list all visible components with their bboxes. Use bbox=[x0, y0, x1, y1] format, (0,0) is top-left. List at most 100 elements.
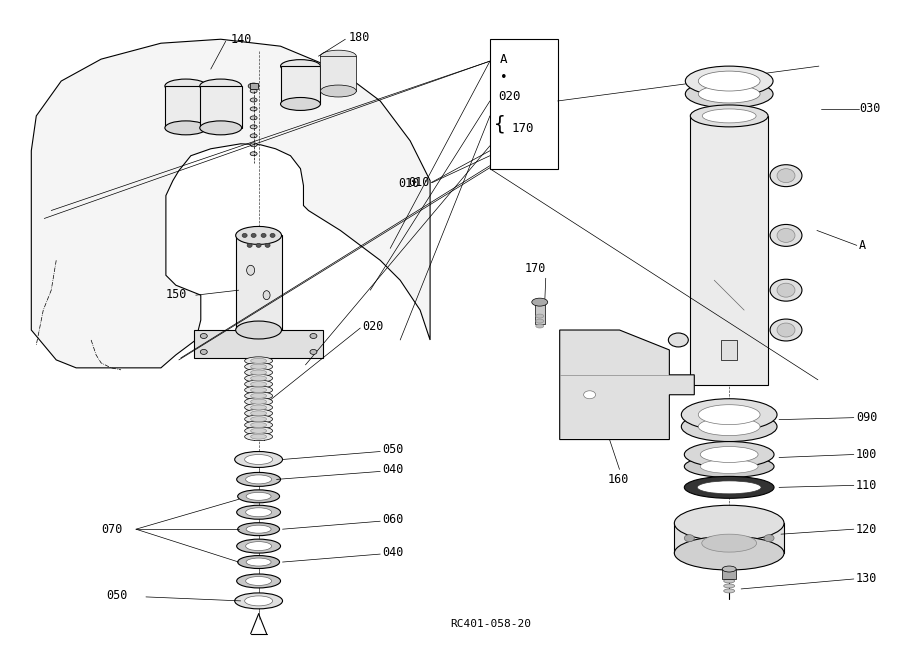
Ellipse shape bbox=[199, 79, 242, 93]
Ellipse shape bbox=[244, 369, 273, 377]
Text: 170: 170 bbox=[512, 122, 534, 136]
Ellipse shape bbox=[250, 134, 257, 138]
Ellipse shape bbox=[310, 333, 317, 339]
Bar bbox=[321, 56, 357, 91]
Ellipse shape bbox=[700, 460, 758, 474]
Text: 060: 060 bbox=[382, 513, 403, 526]
Ellipse shape bbox=[321, 85, 357, 97]
Ellipse shape bbox=[251, 370, 267, 375]
Ellipse shape bbox=[251, 411, 267, 415]
Text: {: { bbox=[494, 114, 505, 134]
Polygon shape bbox=[31, 39, 430, 368]
Ellipse shape bbox=[251, 376, 267, 381]
Ellipse shape bbox=[247, 243, 252, 247]
Ellipse shape bbox=[265, 243, 270, 247]
Ellipse shape bbox=[723, 589, 734, 593]
Ellipse shape bbox=[245, 475, 272, 484]
Ellipse shape bbox=[244, 403, 273, 411]
Ellipse shape bbox=[702, 109, 756, 123]
Ellipse shape bbox=[698, 85, 760, 103]
Ellipse shape bbox=[251, 233, 256, 237]
Ellipse shape bbox=[256, 243, 261, 247]
Ellipse shape bbox=[698, 481, 761, 494]
Ellipse shape bbox=[770, 165, 802, 186]
Ellipse shape bbox=[238, 523, 279, 536]
Ellipse shape bbox=[777, 228, 795, 242]
Text: 020: 020 bbox=[362, 319, 383, 333]
Bar bbox=[675, 523, 784, 553]
Text: 180: 180 bbox=[348, 31, 369, 43]
Ellipse shape bbox=[700, 446, 758, 462]
Ellipse shape bbox=[237, 472, 280, 486]
Bar bbox=[165, 86, 207, 128]
Bar bbox=[235, 235, 281, 330]
Ellipse shape bbox=[250, 89, 257, 93]
Ellipse shape bbox=[200, 333, 208, 339]
Ellipse shape bbox=[244, 357, 273, 365]
Text: 070: 070 bbox=[101, 522, 122, 536]
Ellipse shape bbox=[770, 224, 802, 246]
Text: 110: 110 bbox=[856, 479, 877, 492]
Ellipse shape bbox=[777, 323, 795, 337]
Text: 040: 040 bbox=[382, 463, 403, 476]
Ellipse shape bbox=[248, 83, 259, 89]
Ellipse shape bbox=[237, 505, 280, 519]
Ellipse shape bbox=[251, 399, 267, 404]
Bar bbox=[690, 116, 768, 385]
Ellipse shape bbox=[244, 596, 273, 606]
Ellipse shape bbox=[246, 265, 255, 275]
Text: 120: 120 bbox=[856, 522, 877, 536]
Ellipse shape bbox=[770, 279, 802, 301]
Bar bbox=[535, 302, 545, 324]
Ellipse shape bbox=[280, 98, 321, 110]
Ellipse shape bbox=[777, 283, 795, 297]
Ellipse shape bbox=[244, 415, 273, 423]
Ellipse shape bbox=[675, 505, 784, 541]
Text: 050: 050 bbox=[382, 443, 403, 456]
Ellipse shape bbox=[245, 542, 272, 550]
Ellipse shape bbox=[250, 152, 257, 156]
Ellipse shape bbox=[165, 79, 207, 93]
Ellipse shape bbox=[245, 508, 272, 517]
Ellipse shape bbox=[235, 226, 281, 244]
Text: RC401-058-20: RC401-058-20 bbox=[450, 619, 531, 629]
Bar bbox=[490, 39, 558, 169]
Bar bbox=[722, 569, 736, 579]
Ellipse shape bbox=[698, 418, 760, 436]
Ellipse shape bbox=[251, 422, 267, 428]
Ellipse shape bbox=[238, 490, 279, 503]
Text: 010: 010 bbox=[409, 176, 430, 189]
Ellipse shape bbox=[246, 492, 271, 500]
Ellipse shape bbox=[702, 534, 756, 552]
Ellipse shape bbox=[536, 314, 544, 318]
Ellipse shape bbox=[165, 121, 207, 135]
Ellipse shape bbox=[251, 417, 267, 422]
Ellipse shape bbox=[246, 558, 271, 566]
Bar bbox=[280, 66, 321, 104]
Ellipse shape bbox=[723, 584, 734, 588]
Ellipse shape bbox=[250, 107, 257, 111]
Ellipse shape bbox=[251, 364, 267, 369]
Ellipse shape bbox=[698, 405, 760, 425]
Text: 130: 130 bbox=[856, 572, 877, 585]
Ellipse shape bbox=[536, 324, 544, 328]
Ellipse shape bbox=[321, 50, 357, 62]
Ellipse shape bbox=[532, 298, 548, 306]
Ellipse shape bbox=[685, 442, 774, 468]
Text: 160: 160 bbox=[607, 473, 629, 486]
Ellipse shape bbox=[244, 363, 273, 371]
Text: 030: 030 bbox=[858, 102, 880, 116]
Ellipse shape bbox=[238, 556, 279, 568]
Ellipse shape bbox=[200, 349, 208, 355]
Bar bbox=[194, 330, 323, 358]
Polygon shape bbox=[560, 330, 694, 440]
Ellipse shape bbox=[668, 333, 688, 347]
Bar bbox=[250, 83, 257, 89]
Ellipse shape bbox=[690, 105, 768, 127]
Ellipse shape bbox=[243, 233, 247, 237]
Ellipse shape bbox=[244, 421, 273, 429]
Text: 050: 050 bbox=[106, 589, 128, 603]
Ellipse shape bbox=[270, 233, 275, 237]
Ellipse shape bbox=[251, 381, 267, 387]
Ellipse shape bbox=[246, 525, 271, 533]
